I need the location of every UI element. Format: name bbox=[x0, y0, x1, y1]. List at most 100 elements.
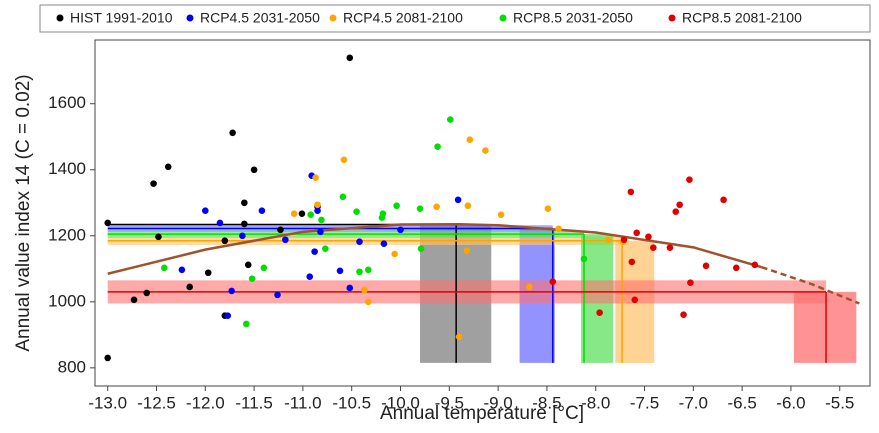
point bbox=[306, 273, 314, 281]
point bbox=[164, 163, 172, 171]
x-tick-label: -9.5 bbox=[435, 393, 464, 412]
legend-marker bbox=[186, 14, 194, 22]
point bbox=[364, 298, 372, 306]
point bbox=[676, 201, 683, 209]
x-tick-label: -7.5 bbox=[630, 393, 659, 412]
x-tick-label: -12.0 bbox=[186, 393, 225, 412]
point bbox=[686, 176, 693, 183]
point bbox=[130, 296, 138, 304]
legend-marker bbox=[56, 14, 64, 22]
legend-marker bbox=[499, 14, 507, 22]
point bbox=[580, 255, 588, 263]
point bbox=[241, 220, 248, 228]
point bbox=[340, 156, 348, 164]
point bbox=[466, 136, 474, 144]
legend-label: RCP8.5 2031-2050 bbox=[513, 10, 633, 26]
point bbox=[672, 208, 680, 215]
plot-frame bbox=[94, 39, 871, 387]
x-tick-label: -5.5 bbox=[825, 393, 854, 412]
point bbox=[311, 248, 318, 255]
x-tick-label: -11.5 bbox=[235, 393, 273, 412]
point bbox=[346, 284, 354, 292]
point bbox=[322, 245, 329, 252]
point bbox=[224, 312, 232, 319]
x-tick-label: -8.0 bbox=[581, 393, 610, 412]
point bbox=[260, 264, 268, 272]
point bbox=[446, 116, 454, 123]
x-tick-label: -13.0 bbox=[88, 393, 127, 412]
v-band bbox=[793, 291, 857, 363]
point bbox=[339, 193, 347, 201]
point bbox=[228, 287, 235, 295]
point bbox=[433, 203, 440, 211]
point bbox=[104, 219, 111, 227]
legend-frame bbox=[39, 4, 871, 33]
point bbox=[526, 283, 533, 291]
x-tick-label: -11.0 bbox=[284, 393, 322, 412]
point bbox=[391, 250, 398, 258]
point bbox=[239, 232, 246, 240]
fit-curve bbox=[107, 222, 763, 275]
point bbox=[241, 199, 248, 207]
point bbox=[248, 275, 256, 283]
point bbox=[454, 196, 462, 204]
point bbox=[434, 143, 441, 150]
point bbox=[356, 268, 363, 276]
x-tick-label: -6.0 bbox=[776, 393, 805, 412]
point bbox=[346, 54, 354, 62]
point bbox=[549, 278, 557, 285]
x-tick-label: -6.5 bbox=[727, 393, 756, 412]
point bbox=[150, 180, 157, 187]
point bbox=[361, 286, 368, 294]
legend-marker bbox=[329, 14, 337, 22]
point bbox=[317, 228, 324, 236]
point bbox=[356, 238, 363, 246]
point bbox=[620, 236, 628, 244]
y-tick-label: 1600 bbox=[48, 93, 86, 112]
point bbox=[242, 320, 250, 328]
point bbox=[221, 237, 229, 245]
point bbox=[687, 279, 694, 286]
point bbox=[464, 202, 472, 210]
point bbox=[633, 229, 641, 237]
point bbox=[104, 354, 111, 362]
point bbox=[379, 210, 387, 217]
point bbox=[397, 226, 404, 234]
point bbox=[463, 247, 471, 254]
point bbox=[314, 207, 321, 214]
point bbox=[274, 291, 281, 299]
y-tick-label: 800 bbox=[58, 357, 86, 376]
point bbox=[605, 236, 612, 244]
point bbox=[244, 261, 252, 269]
point bbox=[353, 208, 360, 215]
point bbox=[650, 244, 657, 251]
point bbox=[393, 202, 400, 210]
point bbox=[680, 311, 687, 318]
point bbox=[250, 166, 258, 174]
x-tick-label: -9.0 bbox=[483, 393, 512, 412]
point bbox=[544, 205, 552, 213]
point bbox=[732, 264, 740, 272]
legend-label: RCP4.5 2081-2100 bbox=[343, 10, 463, 26]
x-tick-label: -10.5 bbox=[332, 393, 371, 412]
point bbox=[282, 236, 289, 244]
x-tick-label: -8.5 bbox=[532, 393, 561, 412]
point bbox=[336, 267, 344, 275]
legend-label: HIST 1991-2010 bbox=[70, 10, 173, 26]
x-tick-label: -10.0 bbox=[381, 393, 420, 412]
point bbox=[455, 333, 463, 341]
point bbox=[628, 258, 636, 266]
point bbox=[364, 266, 372, 274]
point bbox=[186, 283, 193, 291]
y-axis-label: Annual value index 14 (C = 0.02) bbox=[13, 74, 34, 351]
point bbox=[417, 245, 425, 252]
legend-label: RCP4.5 2031-2050 bbox=[200, 10, 320, 26]
point bbox=[201, 207, 209, 214]
point bbox=[277, 226, 284, 234]
point bbox=[482, 147, 489, 154]
x-axis-label: Annual temperature [°C] bbox=[380, 403, 584, 424]
point bbox=[307, 211, 315, 218]
legend-marker bbox=[668, 14, 676, 22]
point bbox=[380, 240, 388, 248]
